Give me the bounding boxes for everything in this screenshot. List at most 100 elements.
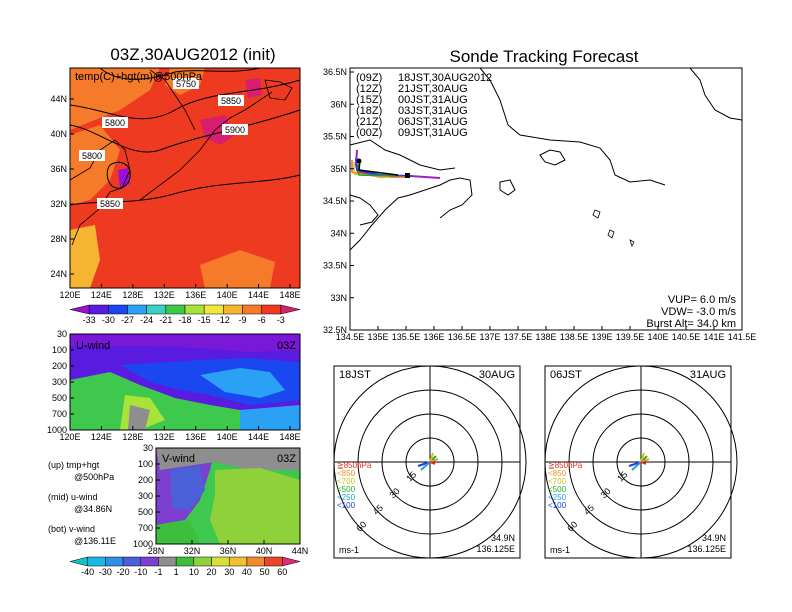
track-18z [357, 163, 396, 177]
tracking-lon-tick-label: 134.5E [336, 332, 365, 342]
map-coastline [149, 69, 196, 131]
uwind-field-cyan [240, 405, 300, 430]
hodograph-level: <850 [337, 469, 356, 478]
tracking-lon-tick-label: 137E [479, 332, 500, 342]
vwind-pressure-tick-label: 200 [138, 475, 153, 485]
vwind-lat-tick-label: 28N [148, 546, 165, 556]
vwind-pressure-ticks: 30 100 200 300 500 700 1000 [133, 443, 160, 549]
hodograph-vector [429, 452, 434, 463]
tracking-lat-tick-label: 35N [330, 164, 347, 174]
tracking-coastline-peninsula [539, 149, 566, 166]
uwind-lon-ticks: 120E 124E 128E 132E 136E 140E 144E 148E [59, 426, 301, 442]
tracking-lon-tick-label: 141.5E [728, 332, 757, 342]
tracking-lon-tick-label: 136.5E [448, 332, 477, 342]
info-vdw: VDW= -3.0 m/s [661, 306, 736, 318]
right-title: Sonde Tracking Forecast [450, 47, 639, 66]
wind-colorbar-label: -1 [154, 567, 162, 577]
uwind-time: 03Z [277, 340, 296, 352]
uwind-lon-tick-label: 120E [59, 432, 80, 442]
tracking-lat-tick-label: 36N [330, 99, 347, 109]
wind-colorbar-swatch [211, 556, 230, 567]
map-frame [69, 67, 301, 289]
wind-colorbar-label: 10 [189, 567, 199, 577]
legend-time: (09Z) [356, 72, 382, 84]
uwind-pressure-tick-label: 30 [57, 329, 67, 339]
map-lon-ticks: 120E 124E 128E 132E 136E 140E 144E 148E [59, 284, 301, 300]
tracking-coastline [349, 139, 456, 171]
wind-colorbar-label: 60 [277, 567, 287, 577]
tracking-lon-tick-label: 139.5E [616, 332, 645, 342]
map-contour-label-bg [173, 78, 199, 89]
temp-colorbar-label: -9 [238, 315, 246, 325]
tracking-island [499, 179, 516, 196]
tracking-island [629, 239, 635, 248]
hodograph-lon: 136.125E [476, 544, 515, 554]
vwind-lat-tick-label: 44N [292, 546, 309, 556]
legend-time: (00Z) [356, 127, 382, 139]
map-contour-labels: 5750 5850 5800 5900 5800 5850 [79, 78, 248, 209]
hodograph-level: <250 [548, 493, 567, 502]
legend-time: (15Z) [356, 94, 382, 106]
map-temp-region-yellow [70, 225, 100, 288]
uwind-lon-tick-label: 144E [248, 432, 269, 442]
tracking-coastline [689, 67, 743, 121]
hodograph-date: 31AUG [690, 369, 726, 381]
hodograph-unit: ms-1 [339, 545, 359, 555]
tracking-lon-tick-label: 137.5E [504, 332, 533, 342]
tracking-lat-tick-label: 36.5N [323, 67, 347, 77]
vwind-pressure-tick-label: 500 [138, 507, 153, 517]
map-contour-label-bg [79, 150, 105, 161]
map-lat-tick-label: 32N [50, 199, 67, 209]
temp-colorbar-label: -6 [258, 315, 266, 325]
tracking-lon-tick-label: 138E [535, 332, 556, 342]
hodograph-time: 18JST [339, 369, 371, 381]
panel-notes: (up) tmp+hgt @500hPa (mid) u-wind @34.86… [48, 460, 116, 546]
note-up: (up) tmp+hgt [48, 460, 100, 470]
temp-colorbar-swatch [69, 304, 90, 315]
map-contour-label: 5850 [221, 96, 241, 106]
map-lon-tick-label: 132E [154, 290, 175, 300]
temp-colorbar-swatch [165, 304, 186, 315]
tracking-lat-ticks: 36.5N 36N 35.5N 35N 34.5N 34N 33.5N 33N 32.5N [323, 67, 354, 335]
temp-colorbar-swatch [108, 304, 128, 315]
wind-colorbar-swatch [228, 556, 248, 567]
map-lon-tick-label: 128E [122, 290, 143, 300]
hodograph-level: <700 [337, 477, 356, 486]
uwind-field-green [70, 372, 240, 430]
map-height-contour [69, 79, 301, 120]
hodograph-vector [420, 461, 431, 471]
hodograph-ring-label: 45 [582, 503, 596, 517]
tracking-island [607, 229, 615, 239]
vwind-field-green [156, 520, 200, 544]
temp-colorbar-label: -27 [121, 315, 134, 325]
map-height-contour [106, 161, 131, 189]
uwind-lon-tick-label: 148E [279, 432, 300, 442]
hodograph-unit: ms-1 [550, 545, 570, 555]
hodograph-level: <500 [548, 485, 567, 494]
hodograph-lat: 34.9N [491, 533, 515, 543]
uwind-section: U-wind 03Z 30 100 200 300 500 700 1000 120E 124… [47, 329, 301, 442]
temp-colorbar-label: -30 [102, 315, 115, 325]
temp-colorbar-label: -15 [198, 315, 211, 325]
legend-label: 09JST,31AUG [398, 127, 468, 139]
uwind-lon-tick-label: 140E [217, 432, 238, 442]
note-up-level: @500hPa [74, 472, 114, 482]
tracking-lon-tick-label: 140E [647, 332, 668, 342]
wind-colorbar-swatch [246, 556, 265, 567]
legend-label: 18JST,30AUG2012 [398, 72, 492, 84]
hodograph-ring-label: 15 [404, 469, 418, 483]
legend-label: 06JST,31AUG [398, 116, 468, 128]
hodograph-ring-label: 15 [615, 469, 629, 483]
map-contour-label: 5800 [105, 118, 125, 128]
tracking-frame [349, 67, 743, 331]
map-variable-label: temp(C)+hgt(m)@500hPa [75, 71, 203, 83]
tracking-coastline [479, 67, 666, 186]
vwind-pressure-tick-label: 300 [138, 491, 153, 501]
temp-colorbar: -33 -30 -27 -24 -21 -18 -15 -12 -9 -6 -3 [69, 304, 301, 325]
tracking-legend: (09Z) 18JST,30AUG2012 (12Z) 21JST,30AUG (15Z… [356, 72, 492, 139]
hodograph-vector [640, 452, 645, 463]
vwind-title: V-wind [162, 453, 195, 465]
legend-label: 21JST,30AUG [398, 83, 468, 95]
info-vup: VUP= 6.0 m/s [668, 294, 737, 306]
